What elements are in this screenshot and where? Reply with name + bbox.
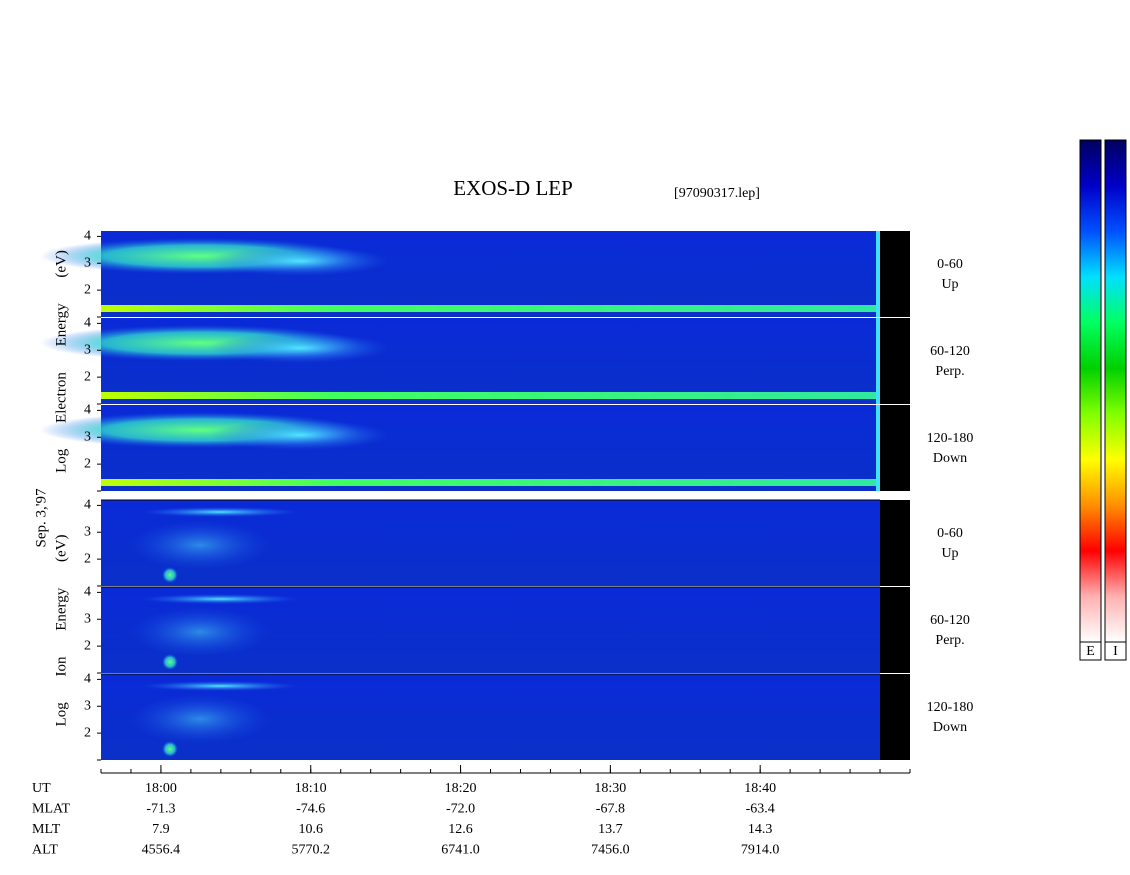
spectral-feature xyxy=(210,246,390,276)
ephemeris-value: -71.3 xyxy=(146,802,175,817)
x-tick-label: 18:00 xyxy=(145,781,177,796)
y-tick-label: 3 xyxy=(84,342,91,357)
y-tick-label: 2 xyxy=(84,369,91,384)
colorbar-label-box xyxy=(1104,641,1127,661)
colorbar xyxy=(1104,139,1127,643)
file-name: [97090317.lep] xyxy=(674,186,760,201)
spectral-feature xyxy=(140,594,300,604)
y-tick-label: 2 xyxy=(84,456,91,471)
x-tick-label: 18:20 xyxy=(445,781,477,796)
spectral-feature xyxy=(162,654,178,670)
panel-label: 120-180 xyxy=(927,700,974,715)
x-tick-label: 18:10 xyxy=(295,781,327,796)
panel-label: 0-60 xyxy=(937,526,963,541)
panel-label: Up xyxy=(941,277,958,292)
spectral-feature xyxy=(876,231,880,317)
spectral-feature xyxy=(876,405,880,491)
x-tick-label: 18:30 xyxy=(594,781,626,796)
data-gap xyxy=(880,405,910,491)
panel-label: 60-120 xyxy=(930,344,970,359)
panel-label: 120-180 xyxy=(927,431,974,446)
spectral-feature xyxy=(162,567,178,583)
ephemeris-name: ALT xyxy=(32,843,58,858)
ephemeris-value: 14.3 xyxy=(748,822,773,837)
ephemeris-value: 12.6 xyxy=(448,822,473,837)
y-tick-label: 4 xyxy=(84,316,91,331)
colorbar-label: E xyxy=(1086,644,1095,659)
spectral-feature xyxy=(140,681,300,691)
y-axis-label: Log Ion Energy (eV) xyxy=(53,535,69,727)
y-tick-label: 4 xyxy=(84,585,91,600)
y-tick-label: 2 xyxy=(84,725,91,740)
date-label: Sep. 3,'97 xyxy=(33,488,49,547)
ephemeris-value: 7456.0 xyxy=(591,843,630,858)
y-tick-label: 4 xyxy=(84,229,91,244)
data-gap xyxy=(880,318,910,404)
ephemeris-value: 7.9 xyxy=(152,822,170,837)
y-axis-label: Log Electron Energy (eV) xyxy=(53,250,69,473)
spectral-feature xyxy=(130,520,270,570)
x-tick-label: 18:40 xyxy=(744,781,776,796)
y-tick-label: 2 xyxy=(84,282,91,297)
ephemeris-value: -63.4 xyxy=(746,802,775,817)
ephemeris-value: 7914.0 xyxy=(741,843,780,858)
y-tick-label: 3 xyxy=(84,255,91,270)
panel-label: 0-60 xyxy=(937,257,963,272)
y-tick-label: 4 xyxy=(84,498,91,513)
y-tick-label: 4 xyxy=(84,672,91,687)
ephemeris-value: 6741.0 xyxy=(441,843,480,858)
spectral-feature xyxy=(140,507,300,517)
y-tick-label: 4 xyxy=(84,403,91,418)
ephemeris-value: 10.6 xyxy=(298,822,323,837)
ephemeris-value: 4556.4 xyxy=(142,843,181,858)
spectral-feature xyxy=(101,305,880,312)
y-tick-label: 3 xyxy=(84,429,91,444)
y-tick-label: 3 xyxy=(84,611,91,626)
panel-label: Perp. xyxy=(935,364,964,379)
data-gap xyxy=(880,674,910,760)
panel-label: Down xyxy=(933,720,967,735)
ephemeris-value: 5770.2 xyxy=(291,843,330,858)
ephemeris-value: -72.0 xyxy=(446,802,475,817)
y-tick-label: 3 xyxy=(84,698,91,713)
y-tick-label: 3 xyxy=(84,524,91,539)
data-gap xyxy=(880,231,910,317)
spectral-feature xyxy=(876,318,880,404)
colorbar-label-box xyxy=(1079,641,1102,661)
spectral-feature xyxy=(130,607,270,657)
spectral-feature xyxy=(101,392,880,399)
spectral-feature xyxy=(101,479,880,486)
panel-label: Perp. xyxy=(935,633,964,648)
panel-label: Up xyxy=(941,546,958,561)
panel-label: 60-120 xyxy=(930,613,970,628)
panel-label: Down xyxy=(933,451,967,466)
colorbar-label: I xyxy=(1113,644,1118,659)
spectral-feature xyxy=(210,420,390,450)
spectral-feature xyxy=(162,741,178,757)
ephemeris-value: -67.8 xyxy=(596,802,625,817)
y-tick-label: 2 xyxy=(84,638,91,653)
spectral-feature xyxy=(210,333,390,363)
data-gap xyxy=(880,587,910,673)
ephemeris-value: 13.7 xyxy=(598,822,623,837)
spectral-feature xyxy=(130,694,270,744)
y-tick-label: 2 xyxy=(84,551,91,566)
chart-title: EXOS-D LEP xyxy=(453,176,573,200)
ephemeris-name: MLT xyxy=(32,822,61,837)
ephemeris-value: -74.6 xyxy=(296,802,325,817)
data-gap xyxy=(880,500,910,586)
ephemeris-name: UT xyxy=(32,781,51,796)
ephemeris-name: MLAT xyxy=(32,802,71,817)
colorbar xyxy=(1079,139,1102,643)
